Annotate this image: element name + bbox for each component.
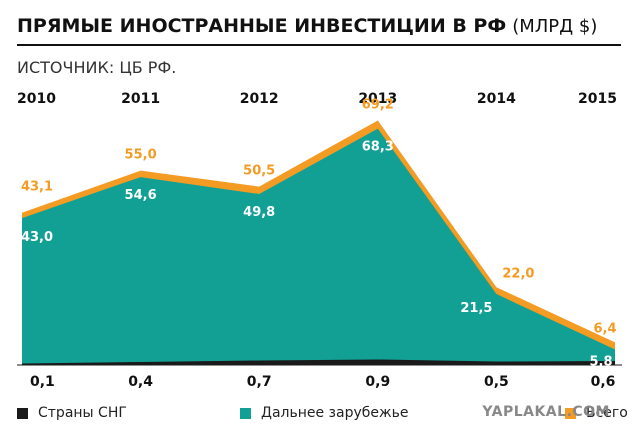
x-tick-label: 2010 [17, 91, 56, 107]
data-label-cis: 0,9 [365, 374, 390, 390]
data-label-far-abroad: 5,8 [589, 355, 612, 370]
x-tick-label: 2015 [578, 91, 617, 107]
legend: Страны СНГ Дальнее зарубежье Всего [17, 405, 628, 425]
source-note: ИСТОЧНИК: ЦБ РФ. [17, 58, 177, 77]
data-label-total: 69,2 [362, 97, 394, 112]
title-rule [17, 44, 621, 46]
legend-item-total: Всего [565, 405, 628, 421]
x-tick-label: 2013 [358, 91, 397, 107]
data-label-total: 22,0 [502, 266, 534, 281]
legend-swatch-total [565, 407, 576, 419]
legend-item-far-abroad: Дальнее зарубежье [240, 405, 408, 421]
chart-title: ПРЯМЫЕ ИНОСТРАННЫЕ ИНВЕСТИЦИИ В РФ (МЛРД … [17, 15, 597, 37]
data-label-far-abroad: 43,0 [21, 230, 53, 245]
data-label-total: 55,0 [125, 148, 157, 163]
legend-label-total: Всего [586, 405, 628, 421]
chart-title-text: ПРЯМЫЕ ИНОСТРАННЫЕ ИНВЕСТИЦИИ В РФ [17, 15, 507, 37]
series-area-cis [22, 359, 615, 365]
legend-swatch-cis [17, 407, 28, 419]
x-tick-label: 2012 [240, 91, 279, 107]
legend-item-cis: Страны СНГ [17, 405, 127, 421]
data-label-far-abroad: 49,8 [243, 205, 275, 220]
data-label-cis: 0,4 [128, 374, 153, 390]
x-tick-label: 2014 [477, 91, 516, 107]
data-label-cis: 0,1 [30, 374, 55, 390]
series-area-far-abroad [22, 128, 615, 365]
legend-label-far-abroad: Дальнее зарубежье [261, 405, 409, 421]
x-tick-label: 2011 [121, 91, 160, 107]
legend-label-cis: Страны СНГ [38, 405, 127, 421]
legend-swatch-far-abroad [240, 407, 251, 419]
watermark: YAPLAKAL.COM [482, 404, 610, 420]
data-label-total: 6,4 [593, 321, 616, 336]
data-label-cis: 0,7 [247, 374, 272, 390]
data-label-far-abroad: 54,6 [125, 188, 157, 203]
data-label-far-abroad: 68,3 [362, 140, 394, 155]
data-label-cis: 0,5 [484, 374, 509, 390]
data-label-total: 50,5 [243, 164, 275, 179]
chart-title-unit: (МЛРД $) [512, 16, 598, 37]
data-label-cis: 0,6 [591, 374, 616, 390]
data-label-far-abroad: 21,5 [460, 301, 492, 316]
data-label-total: 43,1 [21, 180, 53, 195]
